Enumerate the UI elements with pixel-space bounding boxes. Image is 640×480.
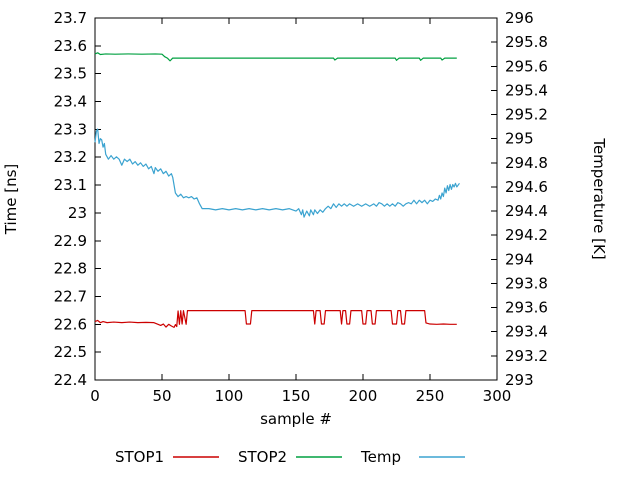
x-tick-label: 50 bbox=[152, 387, 171, 405]
y-axis-title: Time [ns] bbox=[2, 164, 20, 236]
y2-tick-label: 295.2 bbox=[505, 106, 548, 124]
plot-area: 0 50 100 150 200 250 300 23.7 23.6 23.5 23.4 23.3 23… bbox=[54, 9, 548, 405]
y-tick-label: 23.3 bbox=[54, 120, 87, 138]
y2-axis-title: Temperature [K] bbox=[590, 137, 608, 259]
y-tick-label: 23.2 bbox=[54, 148, 87, 166]
y2-tick-label: 295 bbox=[505, 130, 534, 148]
y-tick-label: 23.4 bbox=[54, 93, 87, 111]
y-tick-label: 23.5 bbox=[54, 65, 87, 83]
y2-tick-label: 295.8 bbox=[505, 33, 548, 51]
y-tick-label: 22.9 bbox=[54, 232, 87, 250]
x-tick-label: 150 bbox=[282, 387, 311, 405]
x-tick-label: 200 bbox=[349, 387, 378, 405]
y2-tick-label: 293.4 bbox=[505, 323, 548, 341]
y-tick-label: 22.5 bbox=[54, 343, 87, 361]
x-tick-label: 100 bbox=[215, 387, 244, 405]
y2-tick-label: 296 bbox=[505, 9, 534, 27]
y2-tick-label: 293.2 bbox=[505, 347, 548, 365]
series-stop2-line bbox=[94, 52, 457, 62]
legend-label-stop1: STOP1 bbox=[115, 448, 164, 466]
y2-tick-label: 295.4 bbox=[505, 81, 548, 99]
y-tick-label: 23 bbox=[68, 204, 87, 222]
y2-tick-label: 295.6 bbox=[505, 57, 548, 75]
y2-tick-label: 293.6 bbox=[505, 299, 548, 317]
y2-tick-label: 294 bbox=[505, 250, 534, 268]
y-tick-label: 22.7 bbox=[54, 287, 87, 305]
y2-tick-label: 293.8 bbox=[505, 274, 548, 292]
y-tick-label: 22.6 bbox=[54, 315, 87, 333]
y2-tick-label: 294.8 bbox=[505, 154, 548, 172]
legend: STOP1 STOP2 Temp bbox=[115, 448, 465, 466]
series-stop1-line bbox=[94, 310, 457, 328]
y-tick-label: 22.4 bbox=[54, 371, 87, 389]
y2-tick-label: 294.6 bbox=[505, 178, 548, 196]
y-tick-label: 22.8 bbox=[54, 260, 87, 278]
y-tick-label: 23.7 bbox=[54, 9, 87, 27]
y-tick-label: 23.6 bbox=[54, 37, 87, 55]
x-tick-label: 0 bbox=[90, 387, 100, 405]
series-temp-line bbox=[94, 128, 460, 218]
y-tick-label: 23.1 bbox=[54, 176, 87, 194]
y2-tick-label: 294.4 bbox=[505, 202, 548, 220]
legend-label-temp: Temp bbox=[360, 448, 401, 466]
legend-label-stop2: STOP2 bbox=[238, 448, 287, 466]
x-axis-title: sample # bbox=[260, 410, 332, 428]
y2-tick-label: 293 bbox=[505, 371, 534, 389]
x-tick-label: 250 bbox=[416, 387, 445, 405]
y2-tick-label: 294.2 bbox=[505, 226, 548, 244]
x-tick-label: 300 bbox=[483, 387, 512, 405]
